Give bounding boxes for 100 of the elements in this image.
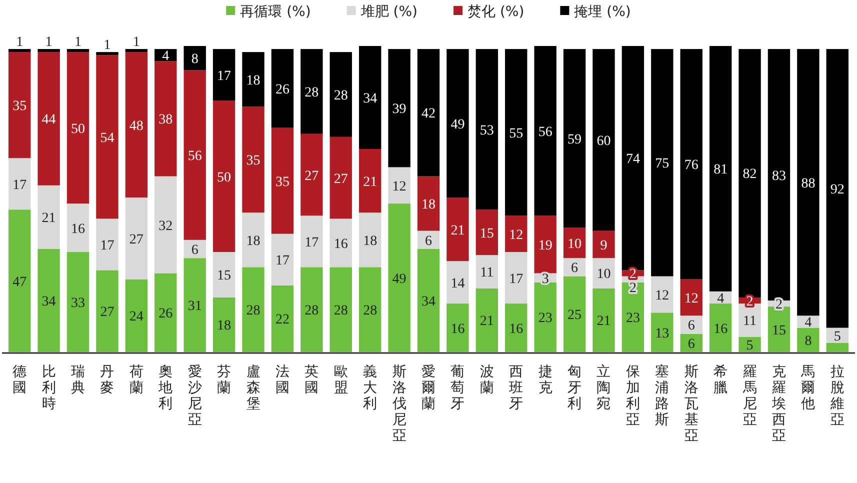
data-label: 31	[188, 299, 202, 314]
data-label: 26	[275, 82, 290, 98]
data-label: 53	[480, 123, 494, 138]
data-label: 14	[450, 276, 465, 292]
data-label: 1	[16, 35, 24, 50]
data-label: 9	[600, 238, 608, 254]
bar	[212, 100, 236, 252]
data-label: 15	[480, 226, 494, 242]
data-label: 35	[275, 174, 290, 190]
bar	[563, 49, 586, 228]
bar	[96, 55, 118, 219]
bar	[184, 70, 206, 240]
bar	[709, 46, 732, 292]
bar	[300, 134, 323, 216]
bar	[212, 297, 236, 352]
data-label: 44	[42, 112, 56, 128]
data-label: 16	[450, 322, 465, 337]
bar	[38, 248, 60, 352]
data-label: 17	[100, 238, 114, 254]
bar	[680, 316, 702, 334]
bar	[680, 279, 702, 316]
data-label: 16	[71, 222, 86, 237]
x-tick-label: 羅馬尼亞	[742, 364, 757, 428]
x-tick-label: 荷蘭	[129, 364, 144, 396]
data-label: 83	[772, 168, 786, 184]
x-tick-label: 德國	[12, 364, 27, 396]
data-label: 8	[804, 334, 812, 349]
x-tick-label: 斯洛瓦基亞	[684, 364, 698, 444]
data-label: 21	[42, 211, 56, 226]
x-tick-label: 愛沙尼亞	[188, 364, 202, 428]
bar	[797, 316, 820, 328]
bar	[680, 49, 702, 280]
data-label: 17	[509, 272, 524, 287]
bar	[388, 204, 410, 352]
bar	[242, 212, 264, 268]
data-label: 24	[129, 310, 144, 325]
data-label: 34	[42, 294, 56, 310]
bar	[388, 49, 410, 168]
bar	[534, 46, 556, 216]
legend-label: 焚化 (%)	[468, 4, 524, 20]
legend-label: 掩埋 (%)	[574, 4, 631, 20]
x-tick-label: 保加利亞	[626, 364, 640, 428]
bar	[651, 49, 674, 276]
x-tick-label: 馬爾他	[800, 364, 816, 412]
data-label: 60	[596, 134, 611, 149]
data-label: 48	[129, 118, 144, 134]
bar	[271, 49, 294, 128]
bar	[592, 230, 615, 258]
data-label: 27	[100, 305, 114, 320]
data-label: 17	[12, 178, 27, 193]
data-label: 16	[334, 236, 348, 252]
data-label: 13	[655, 326, 670, 342]
bar	[592, 49, 615, 231]
bar	[592, 258, 615, 288]
data-label: 16	[509, 322, 524, 337]
bar	[476, 255, 498, 288]
x-tick-label: 拉脫維亞	[829, 364, 844, 428]
x-tick-label: 盧森堡	[246, 364, 260, 412]
bar	[505, 49, 528, 216]
data-label: 27	[129, 232, 144, 248]
data-label: 4	[804, 316, 812, 331]
bar	[212, 49, 236, 101]
x-tick-label: 塞浦路斯	[655, 364, 670, 428]
bar	[125, 52, 148, 198]
bar	[330, 267, 352, 352]
data-label: 15	[217, 268, 232, 284]
data-label: 1	[74, 35, 82, 50]
x-tick-label: 英國	[304, 364, 319, 396]
data-label: 76	[684, 158, 698, 174]
bar	[300, 49, 323, 134]
x-tick-label: 愛爾蘭	[422, 364, 436, 412]
bar	[242, 267, 264, 352]
x-tick-label: 立陶宛	[596, 364, 611, 412]
bar	[680, 334, 702, 352]
bar	[622, 46, 644, 270]
bar	[66, 252, 90, 352]
data-label: 12	[684, 291, 698, 306]
bar	[534, 216, 556, 274]
bar	[66, 49, 90, 52]
data-label: 50	[217, 170, 232, 186]
data-label: 28	[363, 304, 378, 319]
x-tick-label: 斯洛伐尼亞	[392, 364, 406, 444]
data-label: 5	[746, 338, 754, 354]
data-label: 2	[629, 281, 636, 296]
data-label: 28	[304, 85, 319, 100]
data-label: 12	[509, 228, 524, 243]
bar	[96, 270, 118, 352]
bar	[417, 49, 440, 176]
data-label: 28	[334, 304, 348, 319]
data-label: 6	[688, 336, 695, 352]
data-label: 47	[12, 274, 27, 290]
data-label: 18	[422, 198, 436, 213]
data-label: 27	[334, 172, 348, 187]
data-label: 21	[450, 223, 465, 238]
data-label: 5	[834, 329, 841, 344]
data-label: 11	[480, 266, 494, 281]
data-label: 55	[509, 126, 524, 142]
x-tick-label: 捷克	[538, 364, 552, 396]
legend-label: 堆肥 (%)	[360, 4, 418, 20]
data-label: 12	[392, 179, 406, 194]
